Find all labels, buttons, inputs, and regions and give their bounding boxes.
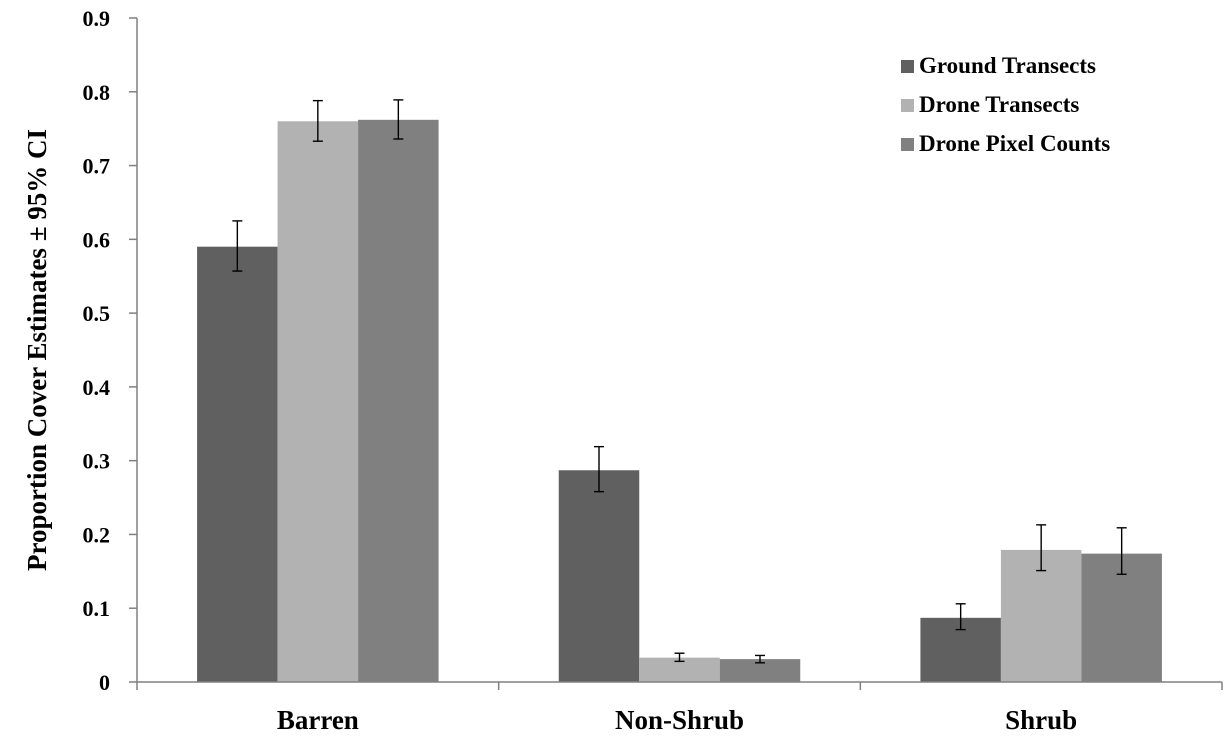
bar <box>277 121 359 683</box>
y-tick-label: 0.4 <box>83 375 111 400</box>
x-category-label: Barren <box>277 705 359 735</box>
legend-swatch <box>901 60 914 73</box>
y-tick-label: 0.5 <box>83 301 111 326</box>
bar <box>1081 553 1162 682</box>
y-tick-label: 0.7 <box>83 154 111 179</box>
y-tick-label: 0.3 <box>83 449 111 474</box>
y-tick-label: 0.2 <box>83 522 111 547</box>
bar <box>558 470 640 682</box>
legend-label: Drone Pixel Counts <box>919 131 1110 156</box>
y-tick-label: 0.8 <box>83 80 111 105</box>
bar <box>197 246 278 682</box>
x-labels-layer: Barren Non-Shrub Shrub <box>136 682 1223 735</box>
legend-swatch <box>901 138 914 151</box>
y-tick-label: 0 <box>99 670 110 695</box>
x-category-label: Shrub <box>1005 705 1077 735</box>
bars-layer <box>197 119 1162 683</box>
legend: Ground Transects Drone Transects Drone Pix… <box>901 53 1110 156</box>
y-tick-label: 0.1 <box>83 596 111 621</box>
legend-label: Ground Transects <box>919 53 1096 78</box>
bar <box>1000 549 1082 682</box>
y-tick-label: 0.6 <box>83 227 111 252</box>
error-bars-layer <box>232 99 1127 664</box>
bar <box>358 119 439 682</box>
axes-layer <box>136 18 1222 683</box>
legend-label: Drone Transects <box>919 92 1079 117</box>
x-category-label: Non-Shrub <box>615 705 744 735</box>
legend-swatch <box>901 99 914 112</box>
y-tick-label: 0.9 <box>83 6 111 31</box>
bar <box>719 659 801 682</box>
y-axis-label: Proportion Cover Estimates ± 95% CI <box>22 129 52 571</box>
y-ticks-layer: 0 0.1 0.2 0.3 0.4 0.5 0.6 0.7 0.8 0.9 <box>83 6 137 695</box>
